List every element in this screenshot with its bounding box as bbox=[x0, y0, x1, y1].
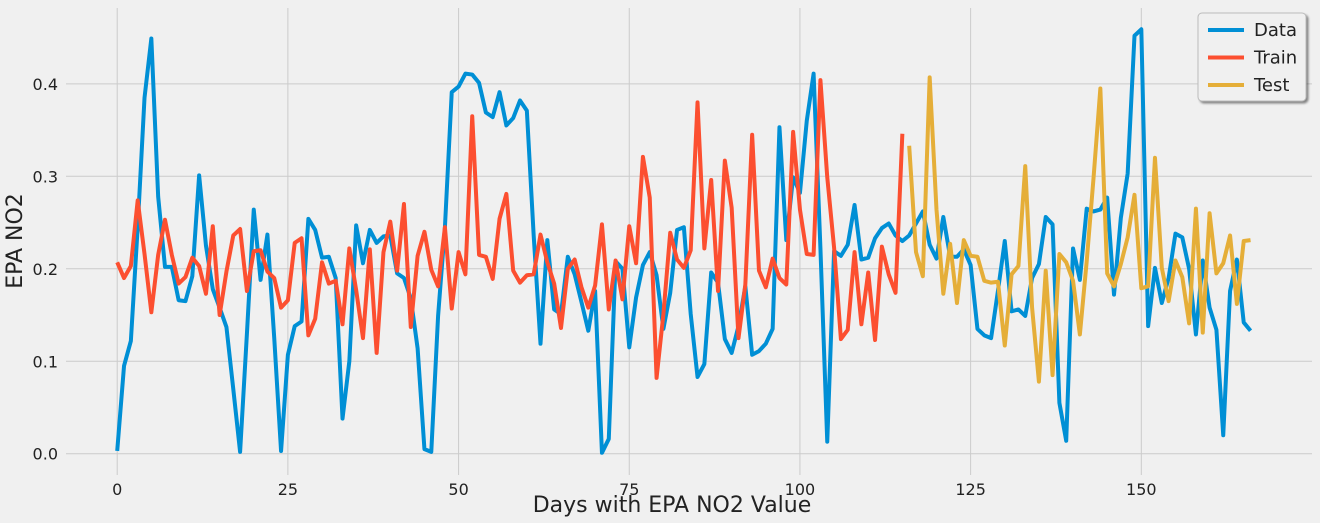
legend-box bbox=[1197, 12, 1307, 102]
x-tick-label: 50 bbox=[448, 480, 468, 499]
y-tick-label: 0.1 bbox=[33, 352, 58, 371]
x-tick-label: 25 bbox=[278, 480, 298, 499]
x-tick-label: 100 bbox=[785, 480, 816, 499]
legend-label-test: Test bbox=[1253, 75, 1289, 96]
series-line-train bbox=[115, 78, 905, 380]
y-tick-label: 0.3 bbox=[33, 167, 58, 186]
x-tick-label: 125 bbox=[955, 480, 986, 499]
x-tick-labels: 0 25 50 75 100 125 150 bbox=[112, 480, 1156, 499]
y-tick-labels: 0.0 0.1 0.2 0.3 0.4 bbox=[33, 75, 58, 464]
y-tick-label: 0.4 bbox=[33, 75, 58, 94]
legend: Data Train Test bbox=[1197, 12, 1307, 102]
x-tick-label: 150 bbox=[1126, 480, 1157, 499]
x-tick-label: 75 bbox=[619, 480, 639, 499]
series-line-data bbox=[115, 27, 1253, 455]
y-tick-label: 0.2 bbox=[33, 260, 58, 279]
y-tick-label: 0.0 bbox=[33, 445, 58, 464]
x-tick-label: 0 bbox=[112, 480, 122, 499]
legend-label-train: Train bbox=[1253, 48, 1297, 69]
y-axis-label: EPA NO2 bbox=[3, 193, 28, 289]
x-axis-label: Days with EPA NO2 Value bbox=[533, 493, 812, 518]
series-line-test bbox=[907, 75, 1251, 384]
legend-label-data: Data bbox=[1254, 20, 1297, 41]
series-lines bbox=[115, 27, 1253, 455]
